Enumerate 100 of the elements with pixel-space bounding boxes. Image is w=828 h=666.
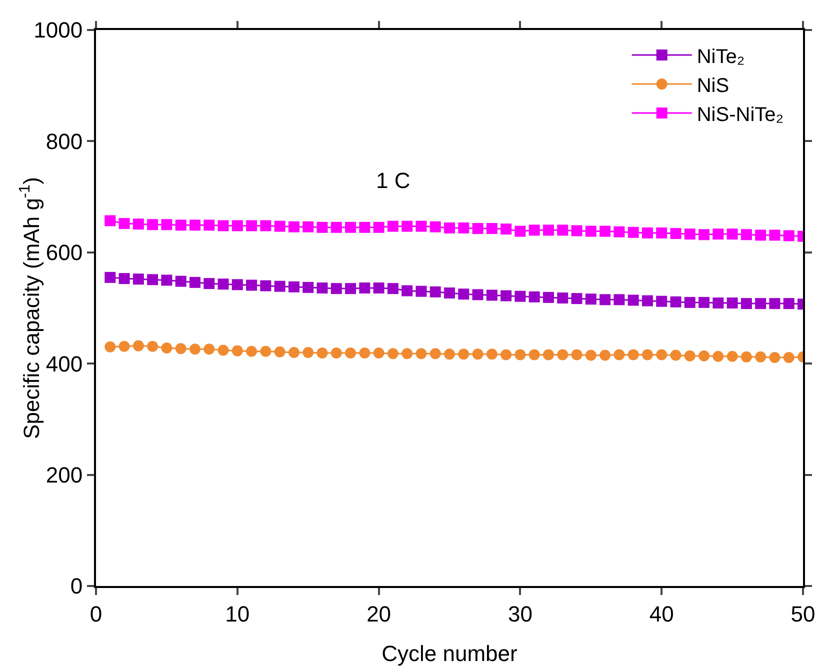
point: [104, 272, 116, 283]
x-tick-label: 50: [790, 601, 816, 626]
point: [472, 348, 484, 360]
point: [656, 227, 668, 238]
point: [600, 350, 611, 361]
point: [147, 219, 158, 230]
point: [345, 283, 356, 294]
point: [585, 350, 596, 361]
point: [628, 294, 639, 306]
point: [175, 220, 186, 231]
point: [288, 281, 300, 292]
point: [330, 222, 342, 233]
point: [444, 287, 455, 298]
point: [472, 222, 484, 234]
x-axis-title: Cycle number: [382, 641, 518, 666]
x-tick-label: 40: [649, 601, 674, 626]
point: [387, 348, 398, 360]
point: [132, 340, 144, 352]
point: [218, 344, 229, 356]
point: [614, 294, 625, 306]
y-tick-label: 0: [70, 574, 83, 599]
point: [712, 350, 724, 362]
y-tick-label: 400: [46, 351, 83, 376]
point: [628, 349, 639, 360]
point: [402, 285, 413, 296]
point: [557, 349, 568, 360]
point: [260, 346, 272, 357]
point: [402, 220, 413, 232]
point: [769, 298, 780, 310]
point: [132, 274, 144, 285]
point: [232, 279, 243, 290]
point: [740, 298, 752, 310]
point: [571, 349, 582, 360]
legend-label: NiS: [696, 74, 730, 97]
x-tick-label: 0: [90, 601, 102, 626]
point: [416, 348, 427, 360]
point: [359, 222, 370, 233]
point: [288, 221, 300, 232]
point: [302, 282, 314, 293]
point: [204, 278, 215, 290]
point: [600, 226, 611, 237]
legend-label: NiTe₂: [696, 46, 745, 68]
point: [302, 221, 314, 232]
point: [204, 344, 215, 355]
point: [783, 298, 794, 310]
point: [571, 293, 582, 304]
point: [104, 215, 116, 226]
point: [416, 286, 427, 297]
point: [585, 294, 596, 305]
annotation: 1 C: [376, 168, 410, 193]
point: [316, 222, 328, 233]
point: [698, 350, 710, 362]
point: [444, 348, 455, 360]
point: [316, 348, 328, 359]
x-tick-label: 30: [508, 601, 532, 626]
point: [670, 296, 682, 308]
point: [246, 220, 258, 232]
point: [345, 222, 356, 233]
point: [684, 296, 696, 308]
point: [232, 220, 243, 232]
point: [316, 282, 328, 294]
point: [755, 298, 766, 310]
point: [330, 283, 342, 294]
point: [246, 346, 258, 357]
point: [472, 289, 484, 300]
y-tick-label: 200: [46, 462, 83, 488]
point: [387, 283, 398, 294]
point: [260, 280, 272, 292]
point: [712, 298, 724, 308]
point: [571, 225, 582, 236]
point: [542, 292, 554, 303]
point: [444, 222, 455, 234]
point: [373, 282, 384, 294]
point: [514, 226, 526, 237]
point: [161, 219, 172, 230]
point: [330, 348, 342, 359]
point: [204, 220, 215, 231]
point: [274, 280, 286, 292]
point: [175, 276, 186, 287]
point: [260, 220, 272, 232]
point: [302, 346, 314, 358]
point: [430, 348, 441, 360]
point: [486, 222, 498, 234]
point: [514, 349, 526, 360]
point: [585, 226, 596, 237]
point: [514, 290, 526, 302]
point: [274, 220, 286, 232]
point: [726, 228, 738, 240]
point: [232, 345, 243, 356]
point: [486, 348, 498, 360]
point: [755, 351, 766, 362]
point: [189, 344, 200, 355]
point: [557, 224, 568, 236]
point: [542, 349, 554, 360]
point: [218, 278, 229, 290]
point: [430, 221, 441, 232]
point: [740, 351, 752, 362]
point: [359, 348, 370, 359]
point: [175, 343, 186, 354]
point: [416, 220, 427, 232]
